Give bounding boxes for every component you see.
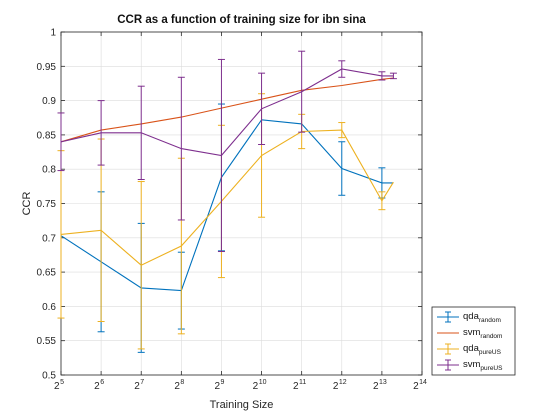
y-tick-label: 1 [50, 28, 56, 39]
legend-label: svmrandom [463, 327, 502, 340]
y-axis-label: CCR [21, 192, 33, 216]
y-tick-label: 0.6 [42, 302, 56, 313]
y-tick-label: 0.95 [37, 62, 57, 73]
legend-entry: svmpureUS [437, 359, 503, 372]
series-svm-random [60, 77, 394, 143]
x-tick-label: 25 [54, 379, 64, 392]
y-tick-label: 0.85 [37, 130, 57, 141]
series-group [57, 50, 397, 353]
y-tick-label: 0.9 [42, 96, 56, 107]
x-tick-label: 212 [333, 379, 347, 392]
legend: qdarandom svmrandom qdapureUS svmpureUS [431, 306, 516, 376]
series-line [60, 119, 394, 292]
legend-entry: qdarandom [437, 311, 501, 324]
legend-box [431, 306, 516, 376]
axis-ticks: 0.5 0.55 0.6 0.65 0.7 0.75 0.8 0.85 0.9 0.95 1 25 26… [37, 28, 427, 393]
series-svm-pureUS [57, 50, 397, 253]
x-axis-label: Training Size [210, 399, 274, 411]
series-line [60, 68, 394, 157]
legend-entry: svmrandom [437, 327, 502, 340]
y-tick-label: 0.7 [42, 233, 56, 244]
y-tick-label: 0.65 [37, 268, 57, 279]
x-tick-label: 28 [174, 379, 184, 392]
legend-label: qdarandom [463, 311, 501, 324]
legend-label: qdapureUS [463, 343, 502, 356]
x-tick-label: 27 [134, 379, 144, 392]
x-tick-label: 29 [214, 379, 224, 392]
y-tick-label: 0.75 [37, 199, 57, 210]
y-tick-label: 0.8 [42, 165, 56, 176]
series-line [60, 129, 394, 266]
x-tick-label: 210 [253, 379, 267, 392]
y-tick-label: 0.5 [42, 371, 56, 382]
x-tick-label: 211 [293, 379, 306, 392]
chart-title: CCR as a function of training size for i… [117, 14, 366, 26]
series-line [60, 77, 394, 143]
x-tick-label: 214 [413, 379, 427, 392]
x-tick-label: 213 [373, 379, 387, 392]
legend-entry: qdapureUS [437, 343, 502, 356]
y-tick-label: 0.55 [37, 336, 57, 347]
x-tick-label: 26 [94, 379, 104, 392]
legend-label: svmpureUS [463, 359, 503, 372]
